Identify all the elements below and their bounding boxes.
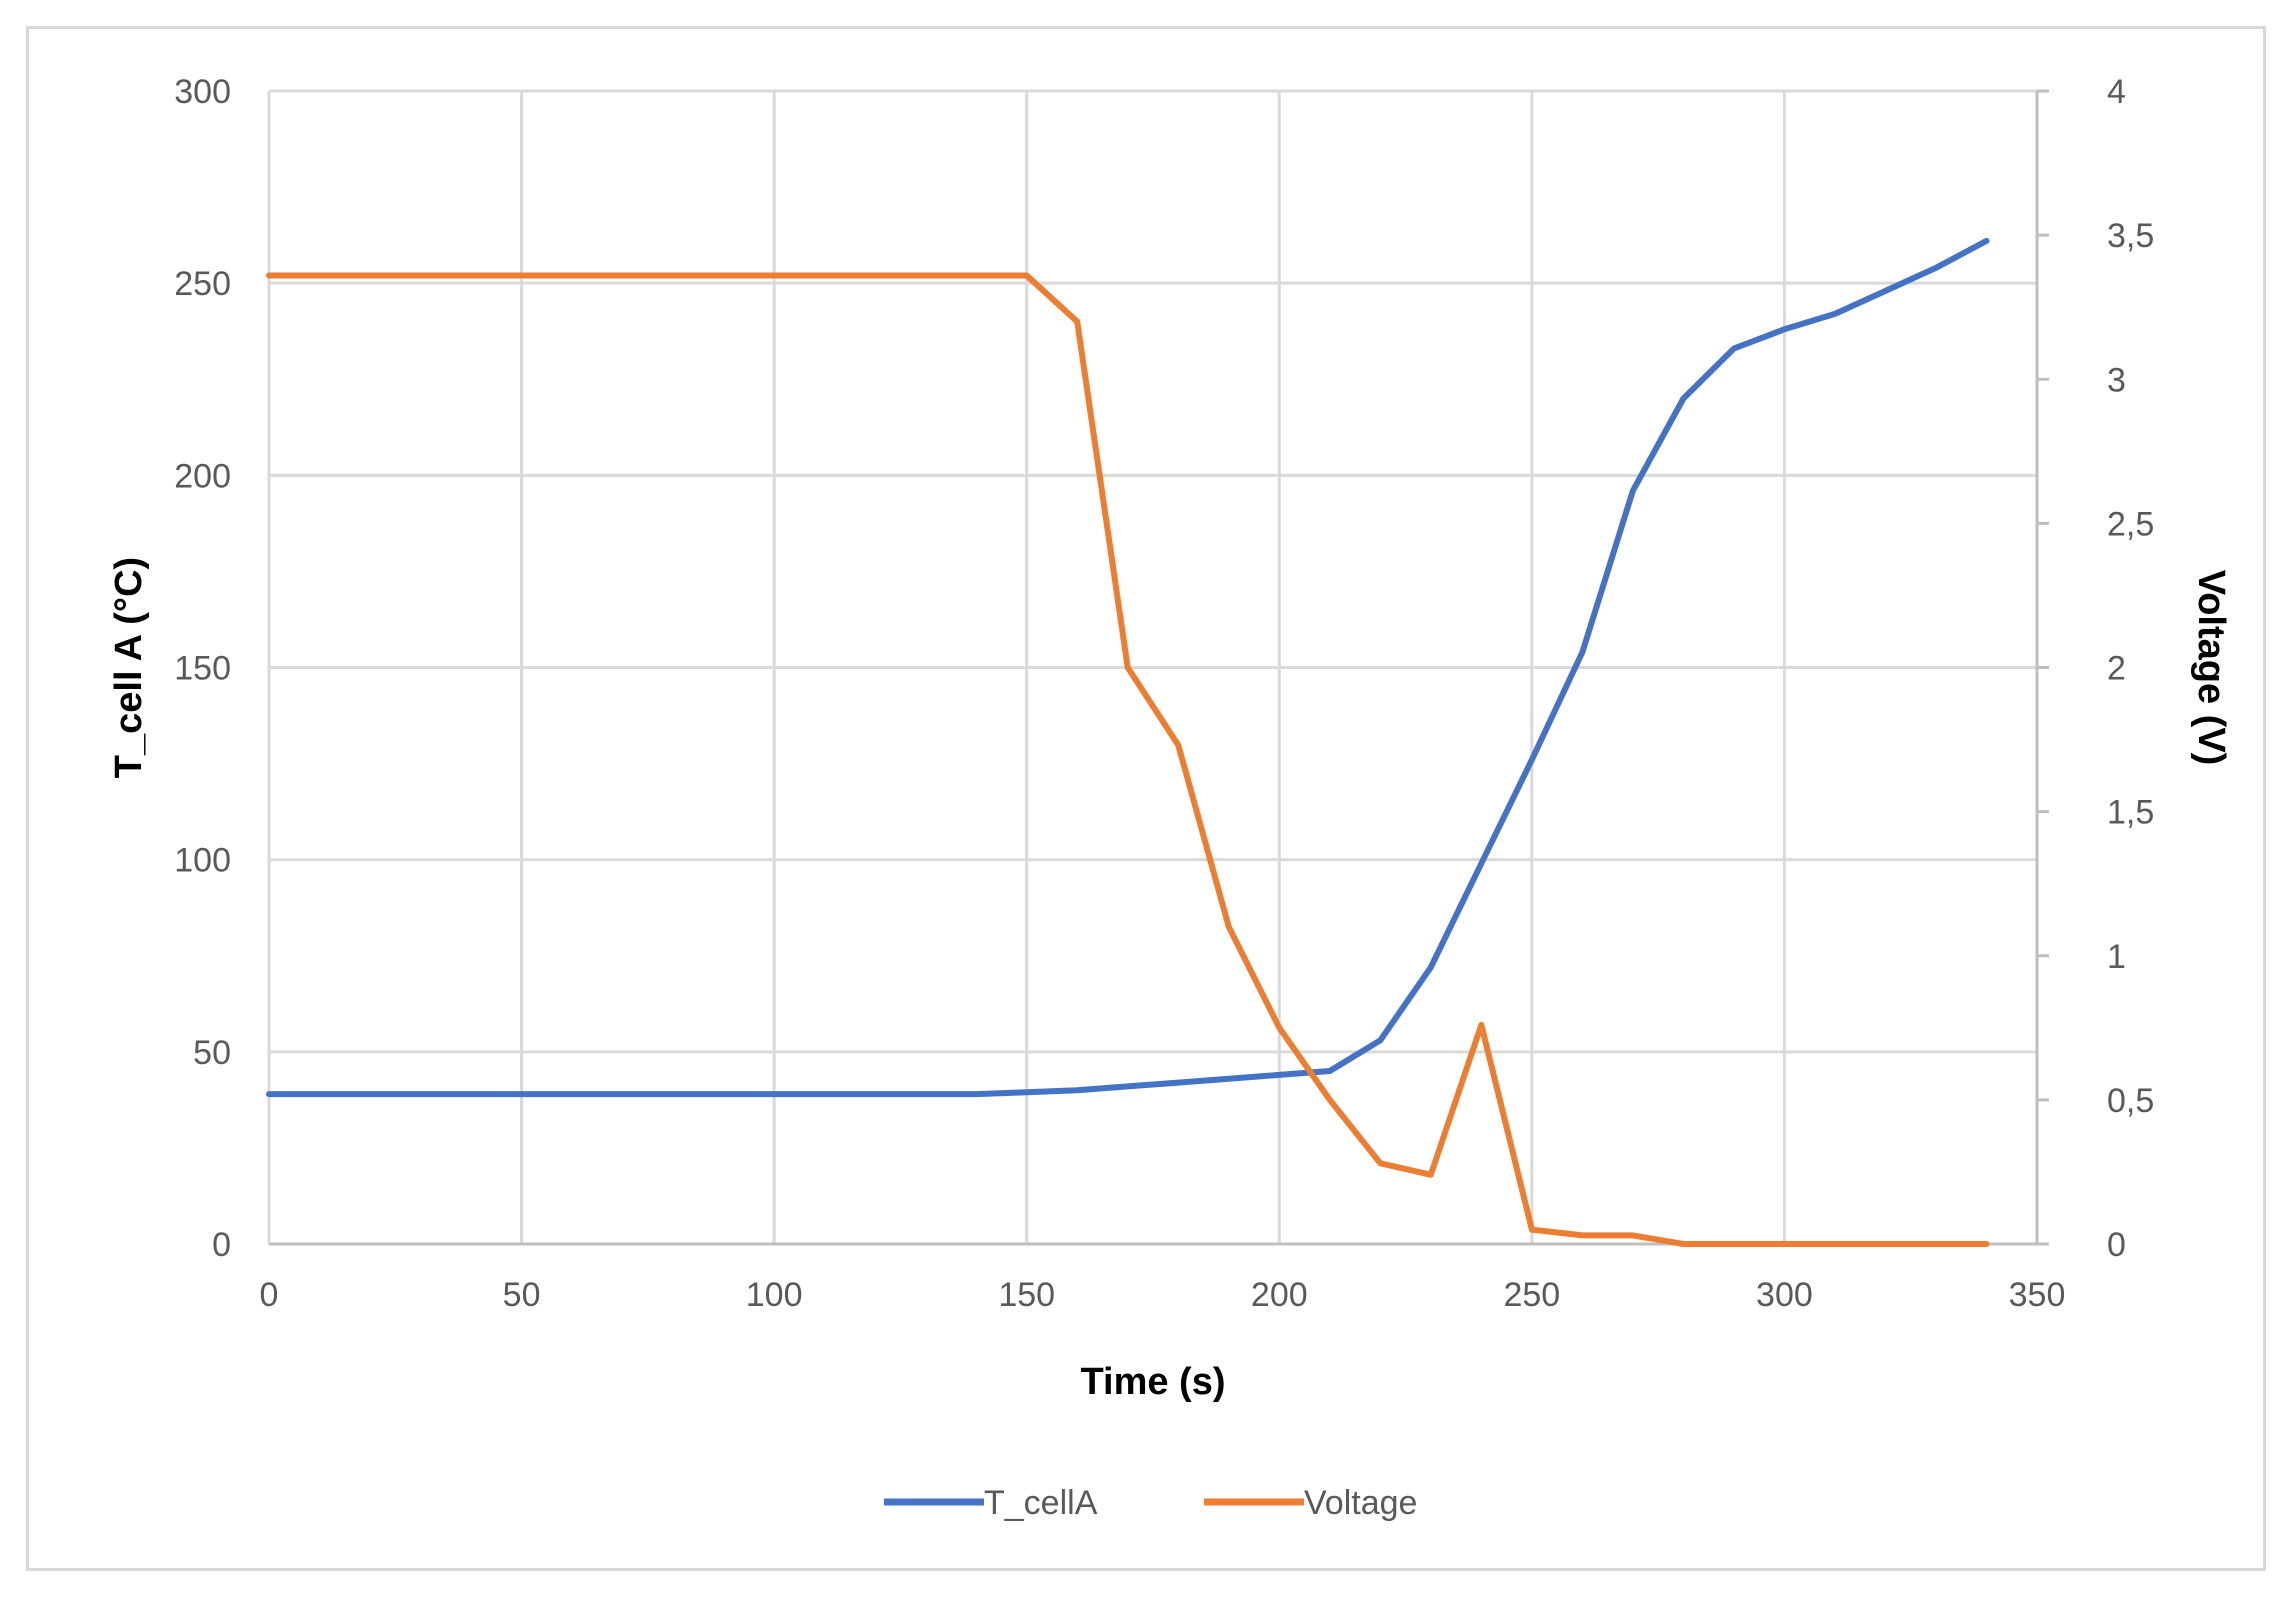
x-tick-label: 300 (1756, 1276, 1813, 1314)
legend-label-t-cella: T_cellA (984, 1484, 1098, 1522)
grid-layer (269, 89, 2037, 1244)
series-line-t-cella (266, 237, 1990, 1098)
y2-tick-label: 4 (2107, 73, 2126, 111)
y2-tick-label: 2,5 (2107, 505, 2154, 543)
y2-tick-label: 0,5 (2107, 1082, 2154, 1120)
tick-layer: 0 50 100 150 200 250 300 0 50 100 150 200 250 300 350 0… (174, 73, 2154, 1314)
y2-tick-label: 0 (2107, 1226, 2126, 1264)
y-axis-title: T_cell A (°C) (108, 557, 150, 778)
y-tick-label: 150 (174, 650, 231, 688)
x-tick-label: 150 (998, 1276, 1055, 1314)
y-tick-label: 0 (212, 1226, 231, 1264)
y-tick-label: 50 (193, 1034, 231, 1072)
x-tick-label: 350 (2009, 1276, 2066, 1314)
y2-tick-label: 2 (2107, 650, 2126, 688)
series-layer (266, 237, 1990, 1247)
y2-tick-label: 3,5 (2107, 217, 2154, 255)
y2-axis-title: Voltage (V) (2190, 570, 2232, 766)
x-tick-label: 200 (1251, 1276, 1308, 1314)
x-tick-label: 100 (746, 1276, 803, 1314)
y2-tick-label: 1 (2107, 938, 2126, 976)
x-axis-title: Time (s) (1080, 1361, 1225, 1403)
y2-tick-label: 3 (2107, 361, 2126, 399)
y-tick-label: 200 (174, 457, 231, 495)
y-tick-label: 250 (174, 265, 231, 303)
x-tick-label: 0 (260, 1276, 279, 1314)
series-line-voltage (266, 272, 1990, 1247)
x-tick-label: 250 (1503, 1276, 1560, 1314)
legend-label-voltage: Voltage (1304, 1484, 1417, 1522)
x-tick-label: 50 (503, 1276, 541, 1314)
chart-frame: 0 50 100 150 200 250 300 0 50 100 150 200 250 300 350 0… (26, 26, 2266, 1571)
y-tick-label: 300 (174, 73, 231, 111)
legend: T_cellA Voltage (884, 1484, 1417, 1522)
chart-svg: 0 50 100 150 200 250 300 0 50 100 150 200 250 300 350 0… (108, 73, 2232, 1522)
y-tick-label: 100 (174, 842, 231, 880)
y2-tick-label: 1,5 (2107, 794, 2154, 832)
